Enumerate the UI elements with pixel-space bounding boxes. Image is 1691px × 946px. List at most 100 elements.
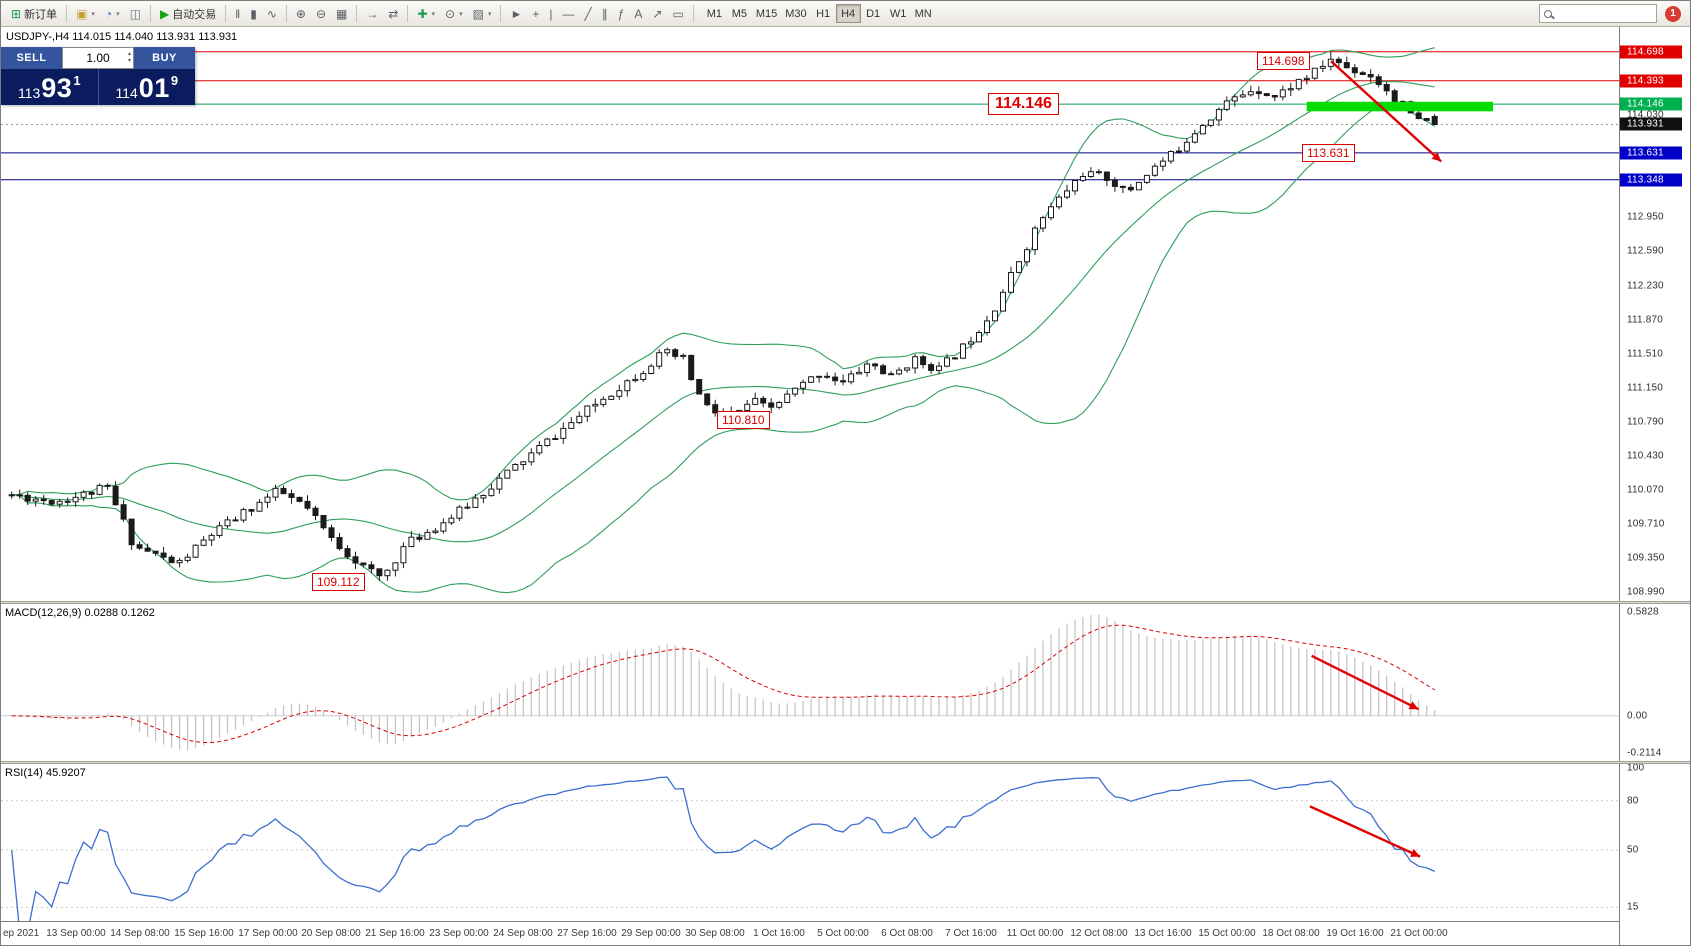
timeframe-mn[interactable]: MN [911, 4, 936, 23]
new-order-label: 新订单 [24, 8, 58, 21]
rsi-pane[interactable]: RSI(14) 45.9207 [1, 764, 1621, 921]
candlestick-series [8, 51, 1438, 581]
rsi-down-arrow[interactable] [1309, 805, 1421, 858]
tile-windows-button[interactable]: ▦ [331, 4, 352, 24]
date-label: 17 Sep 00:00 [238, 928, 298, 939]
zoom-out-button[interactable]: ⊖ [311, 4, 331, 24]
candlestick-chart-button[interactable]: ▮ [245, 4, 262, 24]
charts-button[interactable]: ▣ ▾ [71, 4, 100, 24]
date-label: 7 Oct 16:00 [945, 928, 997, 939]
auto-trading-label: 自动交易 [172, 8, 217, 21]
auto-trading-button[interactable]: ▶ 自动交易 [155, 4, 221, 24]
crosshair-button[interactable]: + [527, 4, 544, 24]
spin-up-icon[interactable]: ▴ [127, 51, 131, 58]
buy-price-prefix: 114 [115, 84, 138, 101]
sell-button[interactable]: SELL [1, 47, 62, 69]
new-order-button[interactable]: ⊞ 新订单 [6, 4, 62, 24]
toolbar-separator [356, 5, 358, 22]
macd-canvas[interactable] [1, 604, 1621, 761]
price-tick: 114.030 [1627, 109, 1664, 121]
candlestick-chart-icon: ▮ [250, 6, 257, 21]
price-level-label: 114.698 [1620, 45, 1682, 59]
timeframe-h4[interactable]: H4 [835, 4, 861, 23]
zoom-in-button[interactable]: ⊕ [291, 4, 311, 24]
market-watch-icon: ◫ [129, 6, 142, 21]
market-watch-button[interactable]: ◫ [125, 4, 146, 24]
date-label: 27 Sep 16:00 [557, 928, 617, 939]
text-tool-button[interactable]: A [629, 4, 647, 24]
new-order-icon: ⊞ [11, 6, 22, 21]
timeframe-h1[interactable]: H1 [811, 4, 836, 23]
shapes-tool-icon: ▭ [672, 6, 684, 21]
cursor-button[interactable]: ► [505, 4, 527, 24]
price-callout[interactable]: 114.698 [1257, 52, 1310, 70]
channel-button[interactable]: ∥ [597, 4, 613, 24]
timeframe-m1[interactable]: M1 [702, 4, 727, 23]
lot-size-field[interactable]: 1.00 ▴ ▾ [62, 47, 134, 69]
trade-panel-prices: 113 93 1 114 01 9 [1, 69, 195, 105]
price-callout[interactable]: 109.112 [312, 573, 365, 591]
date-label: 29 Sep 00:00 [621, 928, 681, 939]
date-label: 15 Sep 16:00 [174, 928, 234, 939]
indicators-add-button[interactable]: ✚ ▾ [412, 4, 440, 24]
timeframe-d1[interactable]: D1 [861, 4, 886, 23]
templates-button[interactable]: ▨ ▾ [468, 4, 497, 24]
macd-scale-value: -0.2114 [1627, 747, 1662, 759]
downtrend-arrow[interactable] [1330, 60, 1443, 163]
shapes-tool-button[interactable]: ▭ [667, 4, 688, 24]
bollinger-lower [11, 105, 1435, 594]
price-chart-canvas[interactable] [1, 27, 1621, 601]
highlight-bar[interactable] [1306, 101, 1493, 112]
vertical-line-button[interactable]: | [544, 4, 557, 24]
rsi-canvas[interactable] [1, 764, 1621, 921]
toolbar-separator [150, 5, 152, 22]
price-scale[interactable]: 114.030 112.950 112.590 112.230 111.870 111.5… [1619, 27, 1690, 945]
fibonacci-button[interactable]: ƒ [613, 4, 630, 24]
time-axis[interactable]: ep 2021 13 Sep 00:00 14 Sep 08:00 15 Sep 16… [1, 921, 1621, 945]
auto-scroll-button[interactable]: → [361, 4, 383, 24]
toolbar-separator [66, 5, 68, 22]
arrows-tool-button[interactable]: ↗ [647, 4, 667, 24]
notification-badge[interactable]: 1 [1665, 5, 1681, 22]
sell-price-prefix: 113 [17, 84, 41, 101]
search-input[interactable] [1556, 7, 1652, 20]
line-chart-button[interactable]: ∿ [262, 4, 282, 24]
timeframe-m5[interactable]: M5 [727, 4, 752, 23]
pane-splitter-rsi[interactable] [1, 761, 1690, 764]
horizontal-line-button[interactable]: — [557, 4, 579, 24]
chart-shift-button[interactable]: ⇄ [383, 4, 403, 24]
trendline-button[interactable]: ╱ [579, 4, 596, 24]
dropdown-arrow-icon: ▾ [487, 10, 492, 18]
buy-button[interactable]: BUY [134, 47, 195, 69]
sell-price[interactable]: 113 93 1 [1, 69, 98, 105]
bar-chart-button[interactable]: ‖ [230, 4, 245, 24]
rsi-scale-value: 100 [1627, 762, 1645, 774]
buy-price[interactable]: 114 01 9 [99, 69, 196, 105]
spin-down-icon[interactable]: ▾ [127, 58, 131, 64]
charts-icon: ▣ [76, 6, 88, 21]
price-pane[interactable]: USDJPY-,H4 114.015 114.040 113.931 113.9… [1, 27, 1621, 601]
macd-pane[interactable]: MACD(12,26,9) 0.0288 0.1262 [1, 604, 1621, 761]
price-callout[interactable]: 114.146 [988, 93, 1059, 115]
date-label: 11 Oct 00:00 [1006, 928, 1064, 939]
profiles-button[interactable]: ◔ ▾ [100, 4, 125, 24]
search-box[interactable] [1539, 4, 1657, 23]
timeframe-w1[interactable]: W1 [886, 4, 911, 23]
buy-price-sup: 9 [170, 73, 179, 88]
price-callout[interactable]: 110.810 [717, 411, 770, 429]
macd-down-arrow[interactable] [1311, 654, 1420, 711]
date-label: 30 Sep 08:00 [685, 928, 745, 939]
price-callout[interactable]: 113.631 [1302, 144, 1355, 162]
lot-spinner[interactable]: ▴ ▾ [128, 49, 131, 67]
macd-label: MACD(12,26,9) 0.0288 0.1262 [5, 607, 155, 619]
text-tool-icon: A [634, 6, 643, 21]
timeframe-m15[interactable]: M15 [752, 4, 781, 23]
toolbar-separator [692, 5, 694, 22]
price-tick: 108.990 [1627, 586, 1665, 598]
periods-button[interactable]: ⊙ ▾ [440, 4, 468, 24]
dropdown-arrow-icon: ▾ [431, 10, 436, 18]
pane-splitter-macd[interactable] [1, 601, 1690, 604]
price-tick: 110.430 [1627, 450, 1664, 462]
timeframe-m30[interactable]: M30 [781, 4, 810, 23]
price-tick: 112.590 [1627, 245, 1664, 257]
